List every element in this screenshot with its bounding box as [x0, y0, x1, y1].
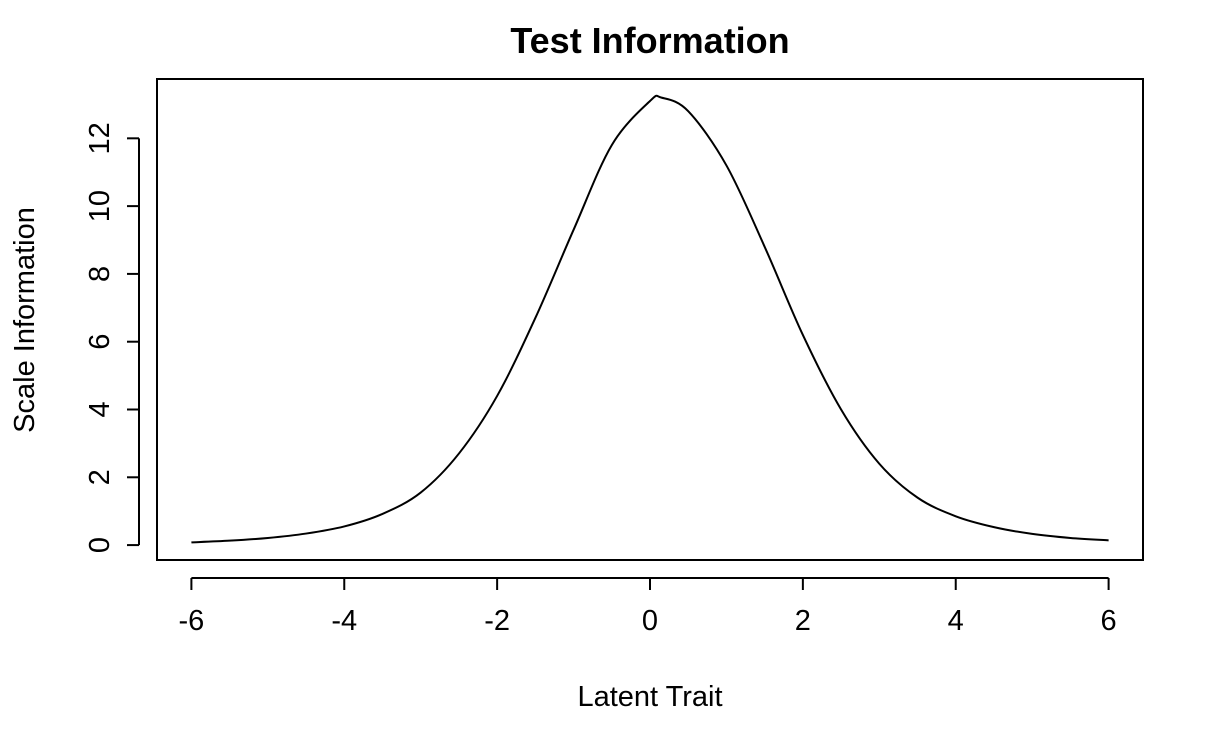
x-tick-label: 2: [795, 605, 811, 637]
information-curve: [191, 94, 1109, 544]
x-tick-label: -2: [484, 605, 510, 637]
y-tick-label: 10: [84, 190, 116, 222]
y-axis: 0 2 4 6 8 10 12: [84, 122, 140, 553]
chart-title: Test Information: [510, 20, 789, 61]
x-tick-label: -6: [178, 605, 204, 637]
x-tick-label: -4: [331, 605, 357, 637]
x-tick-label: 4: [948, 605, 964, 637]
y-tick-label: 12: [84, 122, 116, 154]
y-tick-label: 6: [84, 334, 116, 350]
y-axis-label: Scale Information: [9, 207, 41, 433]
x-tick-label: 0: [642, 605, 658, 637]
y-tick-label: 4: [84, 401, 116, 417]
x-axis: -6 -4 -2 0 2 4 6: [178, 577, 1117, 637]
x-tick-label: 6: [1101, 605, 1117, 637]
x-axis-label: Latent Trait: [577, 681, 722, 713]
y-tick-label: 0: [84, 537, 116, 553]
y-tick-label: 2: [84, 469, 116, 485]
plot-frame: [156, 78, 1144, 561]
y-tick-label: 8: [84, 266, 116, 282]
